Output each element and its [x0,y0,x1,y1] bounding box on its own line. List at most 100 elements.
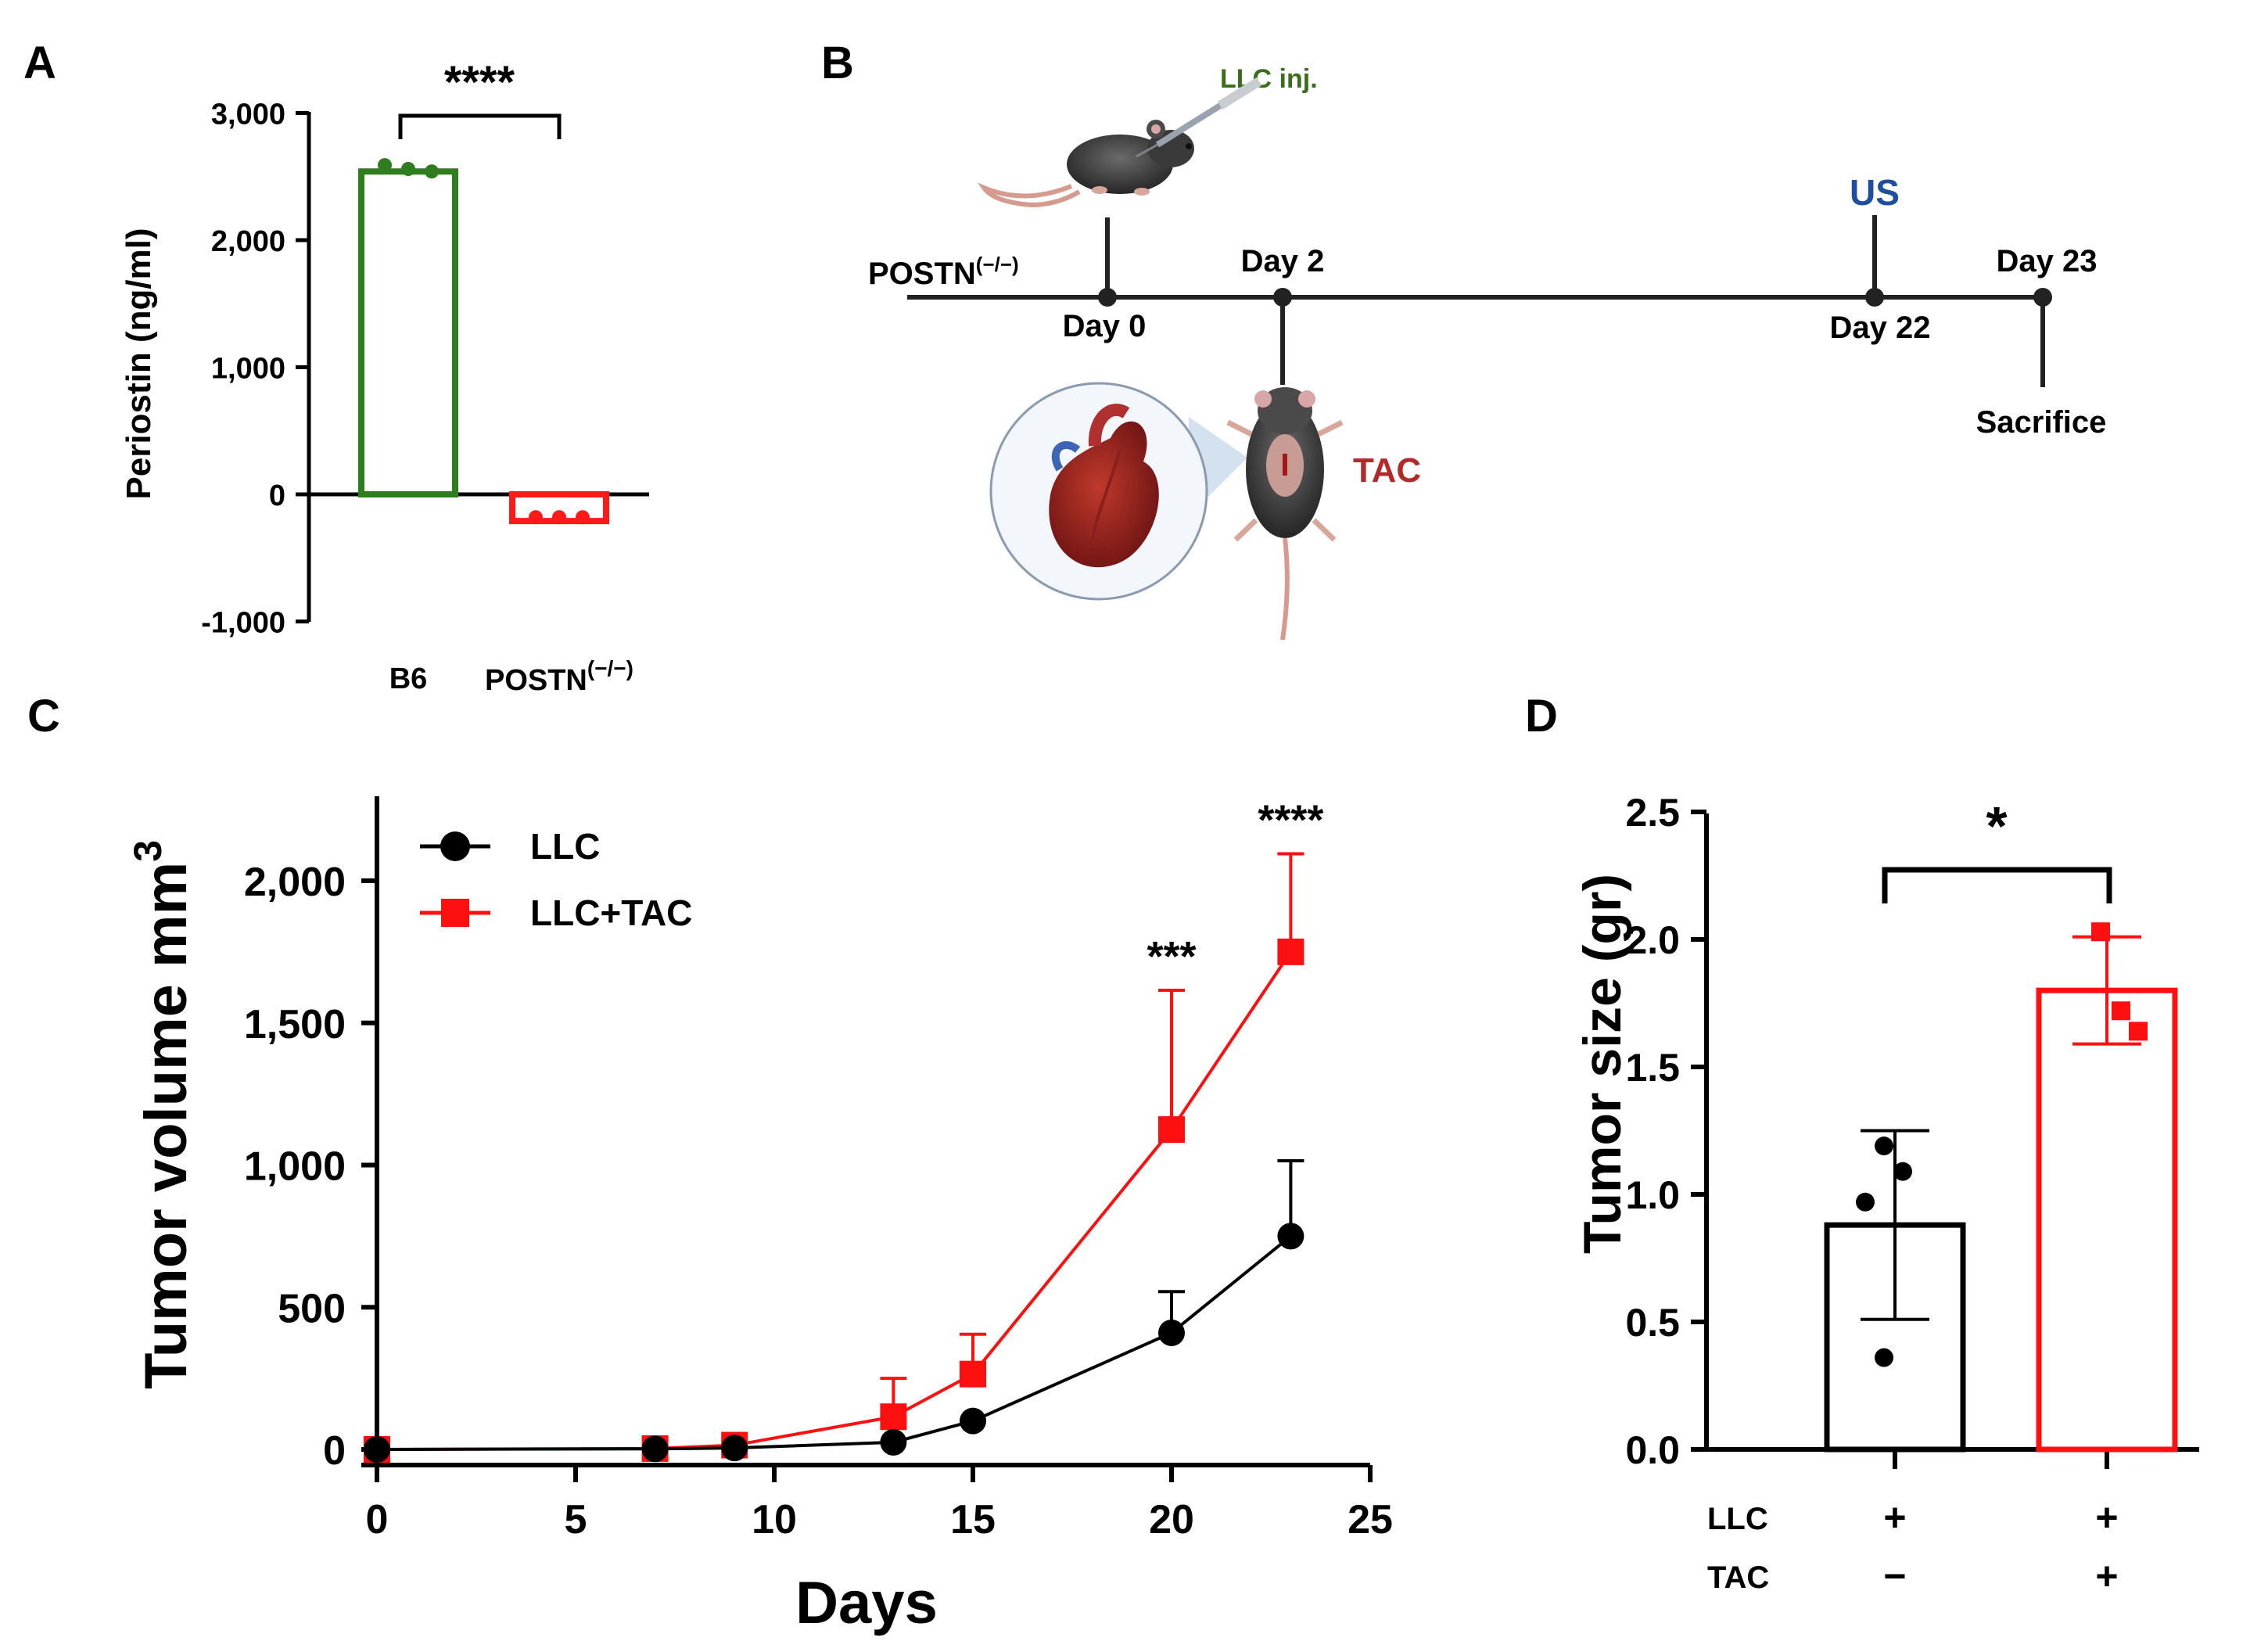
panel-d-y-tick-label: 0.5 [1625,1301,1680,1345]
panel-a-periostin-chart: -1,000 0 1,000 2,000 3,000 Periostin (ng/ml)… [120,57,649,697]
panel-a-y-tick-label: 3,000 [211,99,285,131]
panel-a-bars [358,158,609,525]
panel-c-significance-label: **** [1258,796,1323,843]
panel-d-data-point-llc [1893,1162,1912,1181]
panel-a-y-tick-label: 0 [269,479,285,512]
panel-a-y-label: Periostin (ng/ml) [120,228,158,499]
legend-llc-label: LLC [530,826,600,867]
panel-c-significance-label: *** [1147,933,1196,980]
panel-c-point-llc [1158,1319,1185,1346]
panel-a-data-point [378,158,392,173]
panel-c-x-tick-label: 0 [366,1497,389,1542]
legend-llctac-label: LLC+TAC [530,892,692,933]
timeline-dot-day23 [2033,288,2052,307]
panel-c-point-llc-tac [1158,1116,1185,1144]
panel-a-data-point [552,510,566,525]
timeline-annotation-us: US [1850,172,1900,213]
panel-d-llc-value-2: + [2095,1496,2118,1539]
panel-label-d: D [1525,691,1558,742]
panel-c-line-llc [376,1234,1292,1451]
panel-a-significance-bracket [398,113,562,139]
legend-llctac-marker [441,899,469,927]
timeline-strain-sup: (−/−) [976,253,1019,276]
panel-a-x-label-postn: POSTN(−/−) [485,656,633,697]
panel-c-y-tick-label: 0 [323,1428,346,1474]
panel-c-x-tick-label: 15 [950,1497,996,1542]
panel-d-data-point-llc-tac [2091,922,2110,942]
panel-a-x-label-postn-main: POSTN [485,664,587,697]
panel-d-significance: * [1986,795,2008,857]
timeline-strain-label: POSTN(−/−) [868,253,1019,291]
panel-c-y-tick-label: 2,000 [244,860,346,905]
panel-d-row-label-tac: TAC [1707,1560,1769,1595]
timeline-annotation-llc-inj: LLC inj. [1220,64,1318,94]
panel-c-point-llc [1277,1223,1304,1250]
timeline-dot-day2 [1273,288,1292,307]
panel-c-x-label: Days [795,1570,938,1636]
panel-a-x-label-postn-sup: (−/−) [587,656,633,681]
panel-a-y-tick-label: -1,000 [201,607,285,640]
panel-d-y-tick-label: 0.0 [1625,1428,1680,1472]
tac-heart-illustration [989,382,1247,601]
panel-d-y-label: Tumor size (gr) [1573,874,1632,1254]
panel-a-data-point [401,162,415,176]
panel-c-y-label-main: Tumor volume mm [133,862,199,1389]
panel-d-data-point-llc [1856,1192,1875,1212]
panel-c-point-llc [641,1435,669,1463]
timeline-dot-day22 [1865,288,1884,307]
panel-c-series [364,852,1304,1463]
panel-b-timeline: POSTN(−/−) Day 0 LLC inj. Day 2 TAC [868,64,2106,641]
panel-c-point-llc [721,1435,748,1462]
panel-d-row-label-llc: LLC [1707,1502,1768,1536]
mouse-injection-illustration [977,77,1262,208]
panel-d-data-point-llc-tac [2129,1022,2148,1041]
panel-a-y-tick-label: 2,000 [211,225,285,258]
panel-d-bar-llc-tac [2036,987,2178,1453]
panel-c-significance: ******* [1147,796,1323,979]
panel-a-y-tick-label: 1,000 [211,353,285,386]
panel-d-y-tick-label: 1.0 [1625,1173,1680,1217]
timeline-label-day0: Day 0 [1063,309,1147,343]
timeline-label-day23: Day 23 [1997,244,2098,278]
panel-c-point-llc-tac [880,1403,907,1431]
panel-d-bars [1824,922,2178,1453]
panel-d-axes: 0.0 0.5 1.0 1.5 2.0 2.5 [1625,791,2199,1472]
panel-a-data-point [576,510,590,525]
panel-c-x-tick-label: 5 [565,1497,587,1542]
panel-d-y-tick-label: 2.0 [1625,918,1680,962]
panel-d-data-point-llc [1875,1137,1893,1156]
panel-c-y-tick-label: 1,000 [244,1144,346,1190]
panel-c-y-label: Tumor volume mm3 [126,840,199,1389]
timeline-strain-main: POSTN [868,257,976,291]
panel-c-legend: LLC LLC+TAC [420,826,692,933]
panel-d-y-tick-label: 2.5 [1625,791,1680,835]
panel-c-line-llc-tac [376,950,1293,1451]
panel-c-y-tick-label: 500 [278,1286,346,1331]
panel-c-axes-and-ticks: 0 500 1,000 1,500 2,000 0 5 10 15 20 25 [244,796,1393,1542]
timeline-annotation-tac: TAC [1353,451,1421,490]
panel-d-llc-value-1: + [1883,1496,1906,1539]
panel-c-point-llc-tac [960,1360,986,1388]
panel-d-tumor-size-chart: 0.0 0.5 1.0 1.5 2.0 2.5 Tumor size (gr) * LLC… [1573,791,2199,1598]
panel-a-y-ticks: -1,000 0 1,000 2,000 3,000 [201,99,309,640]
panel-label-c: C [27,691,60,742]
panel-c-point-llc-tac [1277,938,1304,965]
panel-c-x-tick-label: 25 [1348,1497,1393,1542]
tac-mouse-illustration [1226,387,1344,641]
timeline-label-day22: Day 22 [1830,311,1931,345]
panel-d-significance-bracket [1882,867,2112,903]
panel-d-data-point-llc [1875,1348,1893,1367]
panel-c-y-tick-label: 1,500 [244,1002,346,1047]
legend-llc-marker [440,831,470,861]
panel-a-significance: **** [444,57,515,108]
panel-d-tac-value-2: + [2095,1554,2118,1598]
panel-c-point-llc [364,1436,390,1463]
panel-a-bar-b6 [358,168,458,497]
panel-label-a: A [23,38,56,88]
panel-a-data-point [529,510,543,525]
panel-c-x-tick-label: 20 [1149,1497,1194,1542]
panel-d-data-point-llc-tac [2112,1001,2130,1021]
panel-d-tac-value-1: − [1883,1554,1906,1598]
